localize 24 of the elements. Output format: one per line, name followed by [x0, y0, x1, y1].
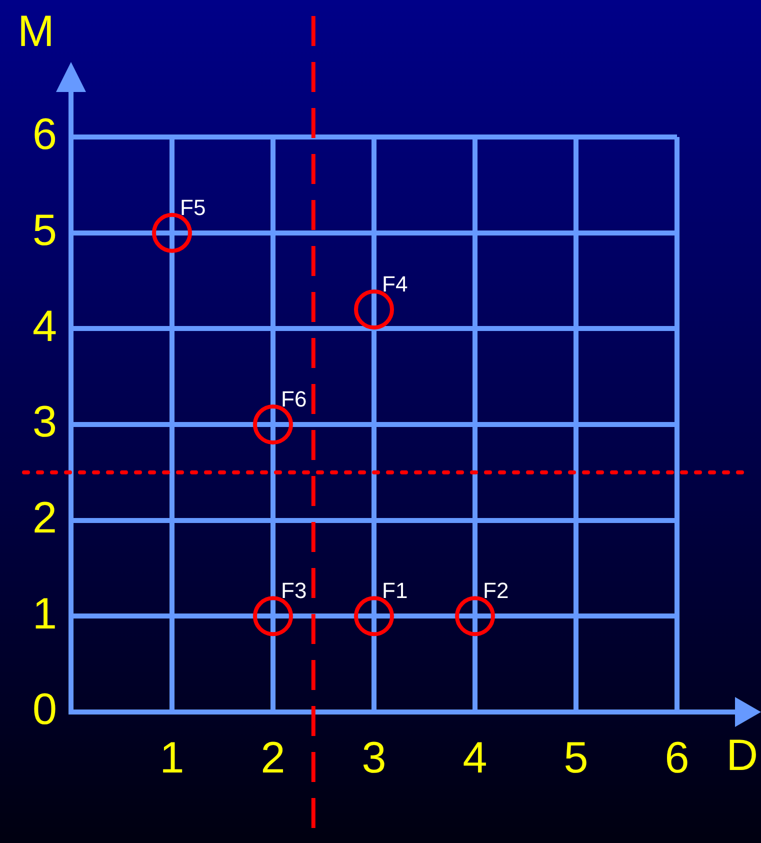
x-tick-label: 6: [664, 734, 690, 783]
y-axis-title: M: [18, 7, 54, 56]
point: [455, 596, 495, 636]
point: [354, 596, 394, 636]
annotation: F6: [281, 386, 307, 412]
x-tick-label: 5: [564, 734, 588, 783]
annotation: F3: [281, 578, 307, 604]
y-tick-label: 4: [32, 302, 57, 351]
annotation: F4: [382, 272, 408, 296]
point: [354, 290, 394, 330]
y-tick-label: 2: [32, 493, 57, 542]
annotation: F2: [483, 578, 509, 604]
y-tick-label: 3: [32, 398, 57, 447]
annotation: F1: [382, 578, 408, 604]
y-tick-label: 1: [32, 589, 57, 638]
x-tick-label: 4: [462, 734, 488, 783]
annotation: F5: [180, 194, 206, 220]
y-tick-label: 0: [32, 685, 57, 734]
y-tick-label: 5: [32, 206, 57, 255]
x-axis-title: D: [726, 731, 758, 780]
x-tick-label: 1: [160, 734, 184, 783]
x-tick-label: 3: [362, 734, 386, 783]
y-tick-label: 6: [32, 110, 57, 160]
x-tick-label: 2: [260, 734, 286, 783]
